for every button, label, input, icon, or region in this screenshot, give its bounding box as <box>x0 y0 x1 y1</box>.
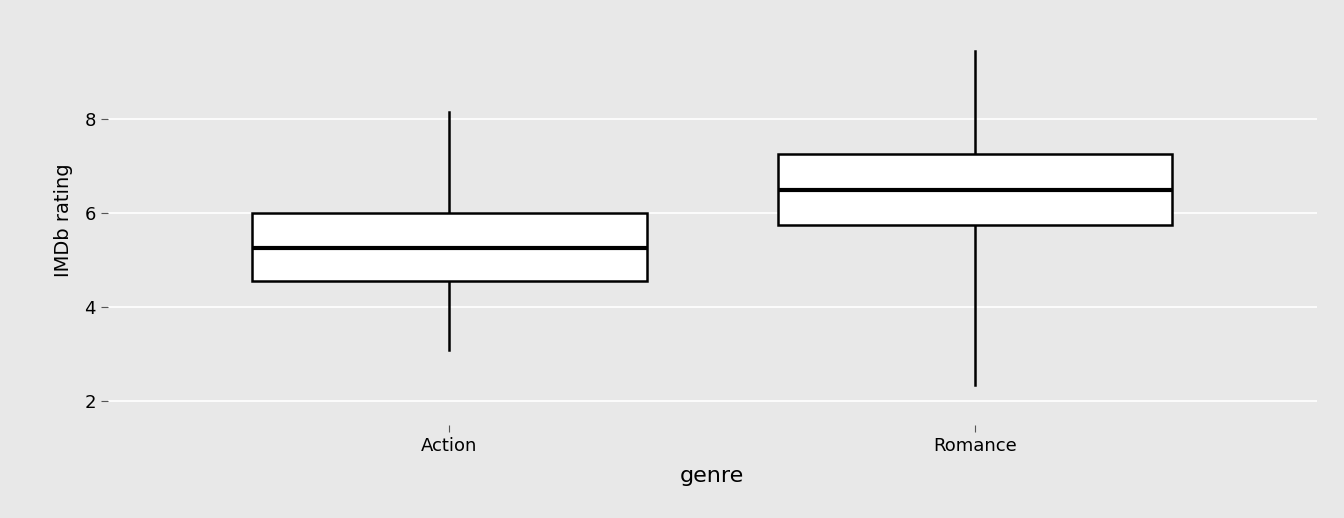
Y-axis label: IMDb rating: IMDb rating <box>54 163 73 277</box>
Bar <box>778 154 1172 225</box>
Bar <box>253 213 646 281</box>
X-axis label: genre: genre <box>680 466 745 486</box>
